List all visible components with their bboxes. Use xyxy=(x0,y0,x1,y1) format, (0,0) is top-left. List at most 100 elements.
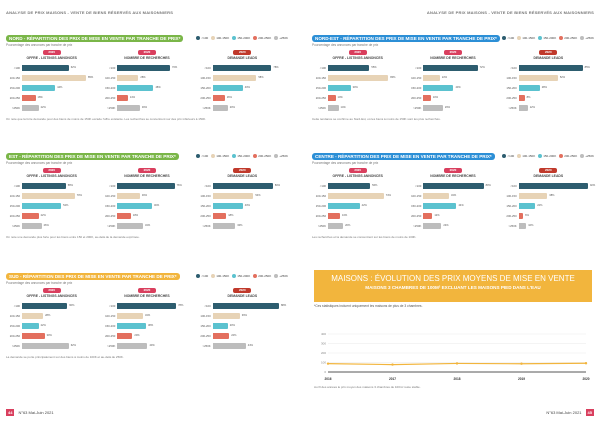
panel-year-tag: 2020 xyxy=(42,288,61,293)
legend-swatch xyxy=(274,274,279,278)
bar-row: 150-200 44% xyxy=(6,83,97,93)
bar-value-label: 28% xyxy=(541,86,547,89)
bar xyxy=(518,193,548,199)
panels: 2020 OFFRE - LISTINGS ANNONCES <100 62% 100-… xyxy=(6,50,288,113)
bar-row: 100-150 36% xyxy=(197,311,288,321)
bar-row-label: 100-150 xyxy=(411,76,422,80)
bar-value-label: 55% xyxy=(371,66,377,69)
panel: 2020 OFFRE - LISTINGS ANNONCES <100 62% 100-… xyxy=(6,50,97,113)
bar-row-label: >250K xyxy=(202,344,211,348)
bar-value-label: 85% xyxy=(88,76,94,79)
bar-row-label: <100 xyxy=(204,304,211,308)
bar-chart: <100 60% 100-150 28% 150-200 22% 200-250 30% >25… xyxy=(6,301,97,351)
section-title-text: - RÉPARTITION DES PRIX DE MISE EN VENTE … xyxy=(22,35,181,41)
bar-row: 200-250 12% xyxy=(407,211,498,221)
bar-row-label: <100 xyxy=(13,184,20,188)
bar-row-label: 200-250 xyxy=(315,96,326,100)
legend-swatch xyxy=(580,154,585,158)
bar xyxy=(117,323,146,329)
bar-row: 100-150 28% xyxy=(6,311,97,321)
bar xyxy=(212,343,246,349)
bar xyxy=(212,303,279,309)
bar xyxy=(22,193,75,199)
legend-swatch xyxy=(253,36,258,40)
panel-title: OFFRE - LISTINGS ANNONCES xyxy=(332,56,383,60)
bar-value-label: 30% xyxy=(352,86,358,89)
issue-right: N°63 Mai-Juin 2021 xyxy=(546,410,582,415)
bar-row: 200-250 20% xyxy=(101,331,192,341)
bar-row: 150-200 48% xyxy=(101,83,192,93)
bar-track: 18% xyxy=(22,95,97,101)
bar xyxy=(22,343,69,349)
legend-item: +250K xyxy=(580,36,594,40)
bar-row-label: 200-250 xyxy=(200,214,211,218)
bar xyxy=(117,193,140,199)
section-title-text: - RÉPARTITION DES PRIX DE MISE EN VENTE … xyxy=(18,273,177,279)
legend-swatch xyxy=(559,36,564,40)
section-region: NORD-EST xyxy=(315,35,339,41)
legend: <100 100-150K 150-200K 200-250K +250K xyxy=(502,36,594,40)
legend-item: 200-250K xyxy=(559,36,577,40)
bar-track: 46% xyxy=(117,203,192,209)
bar-value-label: 30% xyxy=(46,334,52,337)
section-note: Cette tendance se confirme au Nord-Est, … xyxy=(312,117,441,121)
section-note: Les recherches et la demande se concentr… xyxy=(312,235,417,239)
panel-title: DEMANDE LEADS xyxy=(227,56,258,60)
bar-row: 150-200 40% xyxy=(407,83,498,93)
bar-value-label: 70% xyxy=(76,194,82,197)
section-est: EST - RÉPARTITION DES PRIX DE MISE EN VE… xyxy=(6,152,288,239)
bar-value-label: 26% xyxy=(444,106,451,109)
legend-swatch xyxy=(232,36,237,40)
panel-title: OFFRE - LISTINGS ANNONCES xyxy=(26,174,77,178)
legend-label: 200-250K xyxy=(258,154,272,158)
bar-track: 10% xyxy=(423,95,498,101)
bar xyxy=(328,95,336,101)
bar xyxy=(518,183,588,189)
section-header: SUD - RÉPARTITION DES PRIX DE MISE EN VE… xyxy=(6,272,288,280)
bar-track: 22% xyxy=(22,323,97,329)
bar-track: 78% xyxy=(117,303,192,309)
bar xyxy=(328,75,389,81)
bar xyxy=(22,75,87,81)
bar-value-label: 12% xyxy=(434,214,440,217)
bar-row-label: 150-200 xyxy=(315,86,326,90)
legend-item: +250K xyxy=(580,154,594,158)
section-region: SUD xyxy=(9,273,19,279)
bar-track: 72% xyxy=(423,65,498,71)
bar-row: 100-150 85% xyxy=(6,73,97,83)
panel-year-tag: 2020 xyxy=(137,288,156,293)
bar-track: 18% xyxy=(212,213,288,219)
panel-year-tag: 2020 xyxy=(137,50,156,55)
bar-row: 200-250 30% xyxy=(6,331,97,341)
legend-swatch xyxy=(517,36,522,40)
bar-value-label: 20% xyxy=(229,324,235,327)
bar-value-label: 16% xyxy=(226,96,232,99)
bar-row-label: 200-250 xyxy=(9,96,20,100)
bar-row: 150-200 42% xyxy=(312,201,403,211)
bar-row-label: >250K xyxy=(107,224,116,228)
bar-row-label: <100 xyxy=(109,304,116,308)
legend: <100 100-150K 150-200K 200-250K +250K xyxy=(196,274,288,278)
bar-value-label: 62% xyxy=(70,344,76,347)
bar-value-label: 22% xyxy=(537,204,543,207)
bar-row: 100-150 54% xyxy=(197,191,288,201)
bar-value-label: 40% xyxy=(149,344,155,347)
bar-row-label: <100 xyxy=(204,184,211,188)
legend-label: +250K xyxy=(585,36,594,40)
bar-row-label: 150-200 xyxy=(9,204,20,208)
bar-value-label: 38% xyxy=(147,324,154,327)
bar-track: 62% xyxy=(22,343,97,349)
legend-item: 150-200K xyxy=(232,154,250,158)
bar-track: 20% xyxy=(212,105,288,111)
bar xyxy=(117,65,171,71)
running-header-right: ANALYSE DE PRIX MAISONS - VENTE DE BIENS… xyxy=(426,10,594,15)
bar xyxy=(117,105,140,111)
bar-chart: <100 72% 100-150 22% 150-200 40% 200-250 10% >25… xyxy=(407,63,498,113)
bar-row-label: 200-250 xyxy=(200,96,211,100)
bar-track: 48% xyxy=(117,85,192,91)
bar-row: <100 60% xyxy=(6,301,97,311)
bar xyxy=(423,213,433,219)
bar-track: 28% xyxy=(117,75,192,81)
page-number-left: 44 xyxy=(6,409,15,416)
bar-value-label: 28% xyxy=(45,314,51,317)
